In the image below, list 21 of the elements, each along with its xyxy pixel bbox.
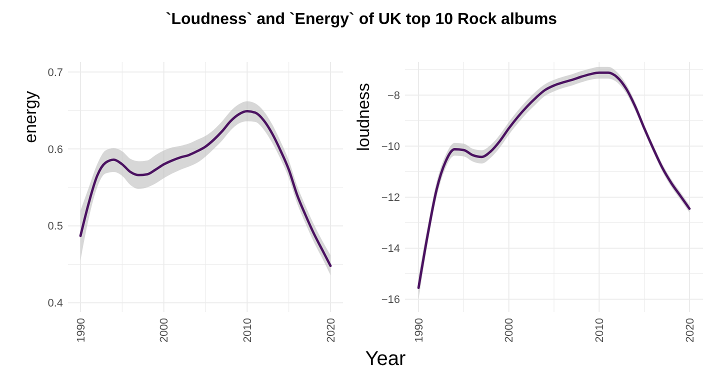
x-tick-label: 2000: [158, 318, 171, 342]
y-axis-title: energy: [21, 90, 40, 143]
y-tick-label: 0.6: [48, 144, 63, 156]
x-tick-label: 2020: [325, 318, 338, 342]
y-axis-title: loudness: [354, 82, 373, 152]
y-tick-label: −10: [381, 141, 400, 154]
y-tick-label: −12: [381, 192, 400, 204]
x-tick-label: 2010: [594, 318, 606, 342]
x-axis-title: Year: [365, 348, 406, 370]
y-tick-label: 0.5: [48, 220, 63, 233]
x-tick-label: 2010: [242, 318, 254, 342]
x-tick-label: 2020: [684, 318, 696, 342]
y-tick-label: −8: [387, 90, 400, 102]
y-tick-label: 0.7: [48, 66, 63, 79]
chart-title: `Loudness` and `Energy` of UK top 10 Rock albums: [166, 11, 558, 28]
x-tick-label: 1990: [75, 318, 88, 342]
x-tick-label: 1990: [413, 318, 426, 342]
y-tick-label: −16: [381, 294, 400, 306]
x-tick-label: 2000: [504, 318, 516, 342]
y-tick-label: −14: [381, 243, 400, 256]
y-tick-label: 0.4: [48, 298, 63, 310]
